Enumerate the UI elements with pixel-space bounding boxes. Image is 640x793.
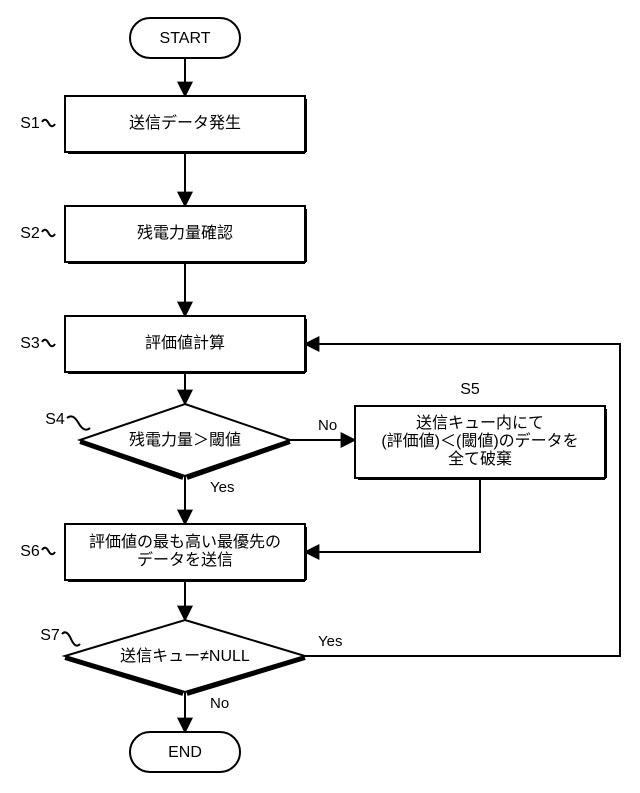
tilde-s6 (42, 548, 55, 555)
s7-text: 送信キュー≠NULL (120, 647, 250, 665)
s5-text-0: 送信キュー内にて (416, 414, 544, 432)
edge-label-s4-s6: Yes (210, 479, 234, 496)
tilde-s3 (42, 340, 55, 347)
tilde-s4 (67, 416, 90, 429)
step-label-s3: S3 (20, 335, 40, 352)
edge-label-s4-s5: No (318, 417, 337, 434)
step-label-s4: S4 (45, 411, 65, 428)
s5-text-2: 全て破棄 (448, 450, 512, 468)
s6-text-1: データを送信 (137, 550, 233, 569)
step-label-s5: S5 (460, 381, 480, 398)
tilde-s1 (42, 120, 55, 127)
end-text: END (168, 744, 202, 761)
tilde-s7 (62, 632, 80, 645)
edge-label-s7-end: No (210, 695, 229, 712)
start-text: START (160, 30, 211, 47)
s4-text: 残電力量＞閾値 (129, 431, 241, 449)
edge-label-s7-s3: Yes (318, 633, 342, 650)
tilde-s2 (42, 230, 55, 237)
s6-text-0: 評価値の最も高い最優先の (89, 533, 281, 551)
step-label-s6: S6 (20, 543, 40, 560)
s1-text-0: 送信データ発生 (129, 113, 241, 132)
s5-text-1: (評価値)＜(閾値)のデータを (381, 431, 578, 450)
s2-text-0: 残電力量確認 (137, 224, 233, 242)
step-label-s2: S2 (20, 225, 40, 242)
edge-s5-s6 (305, 478, 480, 552)
s3-text-0: 評価値計算 (145, 333, 225, 352)
step-label-s7: S7 (40, 627, 60, 644)
step-label-s1: S1 (20, 115, 40, 132)
